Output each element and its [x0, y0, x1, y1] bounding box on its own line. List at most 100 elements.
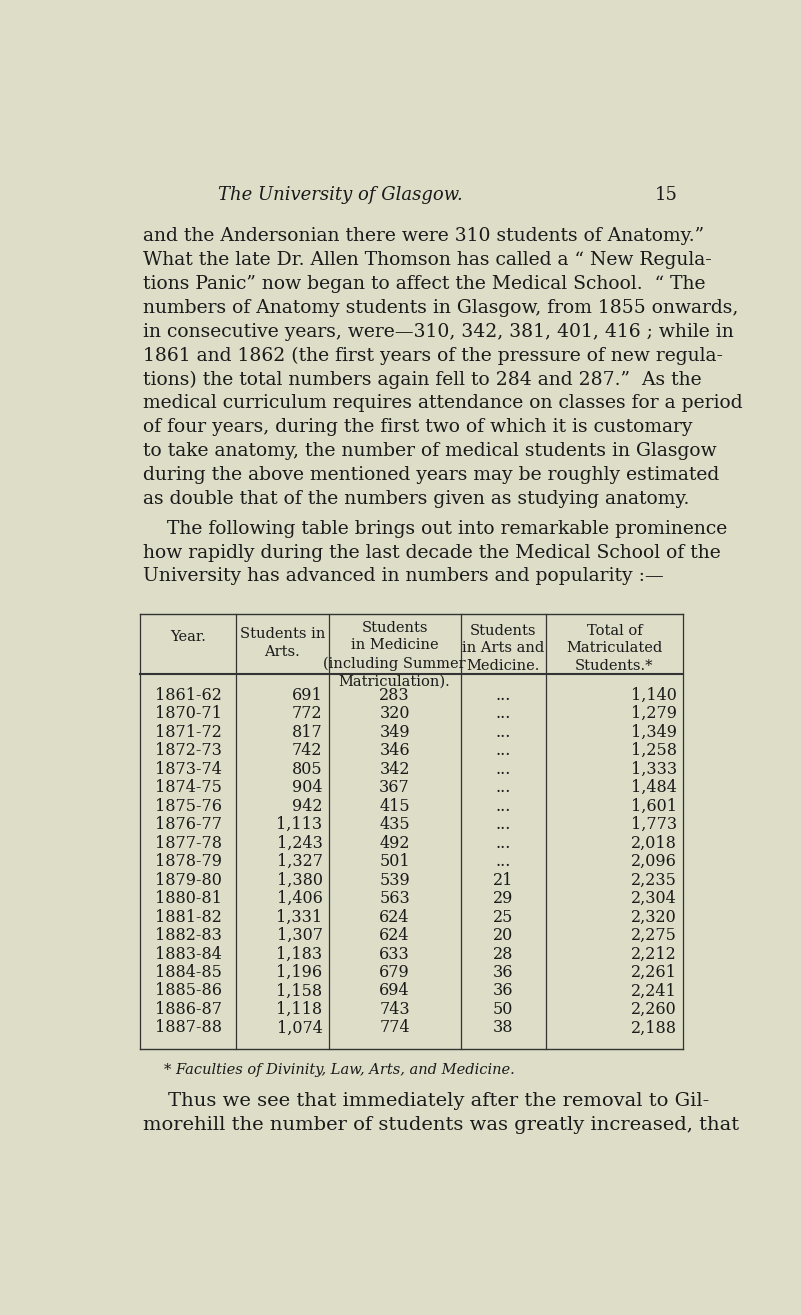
Text: 1881-82: 1881-82 [155, 909, 222, 926]
Text: 2,275: 2,275 [631, 927, 677, 944]
Text: 1861-62: 1861-62 [155, 686, 222, 704]
Text: 1874-75: 1874-75 [155, 780, 222, 796]
Text: Students in
Arts.: Students in Arts. [239, 627, 325, 659]
Text: 743: 743 [380, 1001, 410, 1018]
Text: ...: ... [496, 686, 511, 704]
Text: 1887-88: 1887-88 [155, 1019, 222, 1036]
Text: Year.: Year. [170, 630, 206, 644]
Text: ...: ... [496, 742, 511, 759]
Text: 633: 633 [379, 945, 410, 963]
Text: 2,320: 2,320 [631, 909, 677, 926]
Text: 1870-71: 1870-71 [155, 705, 222, 722]
Text: 320: 320 [380, 705, 410, 722]
Text: 2,235: 2,235 [631, 872, 677, 889]
Text: 20: 20 [493, 927, 513, 944]
Text: Students
in Medicine
(including Summer
Matriculation).: Students in Medicine (including Summer M… [324, 621, 466, 689]
Text: 1875-76: 1875-76 [155, 798, 222, 815]
Text: 1,484: 1,484 [631, 780, 677, 796]
Text: 349: 349 [380, 723, 410, 740]
Text: 492: 492 [380, 835, 410, 852]
Text: ...: ... [496, 760, 511, 777]
Text: and the Andersonian there were 310 students of Anatomy.”: and the Andersonian there were 310 stude… [143, 227, 704, 245]
Text: 501: 501 [380, 853, 410, 871]
Text: ...: ... [496, 817, 511, 834]
Text: University has advanced in numbers and popularity :—: University has advanced in numbers and p… [143, 568, 663, 585]
Text: Total of
Matriculated
Students.*: Total of Matriculated Students.* [566, 623, 662, 673]
Text: 563: 563 [379, 890, 410, 907]
Text: 36: 36 [493, 964, 513, 981]
Text: 805: 805 [292, 760, 323, 777]
Text: 1878-79: 1878-79 [155, 853, 222, 871]
Text: 1,158: 1,158 [276, 982, 323, 999]
Text: 1,331: 1,331 [276, 909, 323, 926]
Text: 942: 942 [292, 798, 323, 815]
Text: 1884-85: 1884-85 [155, 964, 222, 981]
Text: medical curriculum requires attendance on classes for a period: medical curriculum requires attendance o… [143, 394, 743, 412]
Text: morehill the number of students was greatly increased, that: morehill the number of students was grea… [143, 1116, 739, 1135]
Text: 435: 435 [380, 817, 410, 834]
Text: 29: 29 [493, 890, 513, 907]
Text: 1879-80: 1879-80 [155, 872, 222, 889]
Text: 1,243: 1,243 [276, 835, 323, 852]
Text: 1,380: 1,380 [276, 872, 323, 889]
Text: * Faculties of Divinity, Law, Arts, and Medicine.: * Faculties of Divinity, Law, Arts, and … [163, 1063, 514, 1077]
Text: 2,212: 2,212 [631, 945, 677, 963]
Text: 1873-74: 1873-74 [155, 760, 222, 777]
Text: 2,188: 2,188 [630, 1019, 677, 1036]
Text: 28: 28 [493, 945, 513, 963]
Text: 1872-73: 1872-73 [155, 742, 222, 759]
Text: ...: ... [496, 705, 511, 722]
Text: 1,333: 1,333 [630, 760, 677, 777]
Text: ...: ... [496, 723, 511, 740]
Text: 1,307: 1,307 [276, 927, 323, 944]
Text: 742: 742 [292, 742, 323, 759]
Text: 283: 283 [380, 686, 410, 704]
Text: 1885-86: 1885-86 [155, 982, 222, 999]
Text: The following table brings out into remarkable prominence: The following table brings out into rema… [143, 519, 727, 538]
Text: 367: 367 [379, 780, 410, 796]
Text: 2,304: 2,304 [631, 890, 677, 907]
Text: 1876-77: 1876-77 [155, 817, 222, 834]
Text: 1,113: 1,113 [276, 817, 323, 834]
Text: 1,327: 1,327 [276, 853, 323, 871]
Text: 1882-83: 1882-83 [155, 927, 222, 944]
Text: The University of Glasgow.: The University of Glasgow. [218, 185, 463, 204]
Text: 1877-78: 1877-78 [155, 835, 222, 852]
Text: 1871-72: 1871-72 [155, 723, 222, 740]
Text: 2,096: 2,096 [631, 853, 677, 871]
Text: 50: 50 [493, 1001, 513, 1018]
Text: 1,074: 1,074 [276, 1019, 323, 1036]
Text: 679: 679 [379, 964, 410, 981]
Text: What the late Dr. Allen Thomson has called a “ New Regula-: What the late Dr. Allen Thomson has call… [143, 251, 711, 270]
Text: 1,279: 1,279 [630, 705, 677, 722]
Text: how rapidly during the last decade the Medical School of the: how rapidly during the last decade the M… [143, 543, 721, 562]
Text: 772: 772 [292, 705, 323, 722]
Text: 36: 36 [493, 982, 513, 999]
Text: ...: ... [496, 780, 511, 796]
Text: 539: 539 [379, 872, 410, 889]
Text: 1,196: 1,196 [276, 964, 323, 981]
Text: 1,406: 1,406 [276, 890, 323, 907]
Text: 691: 691 [292, 686, 323, 704]
Text: tions Panic” now began to affect the Medical School.  “ The: tions Panic” now began to affect the Med… [143, 275, 705, 293]
Text: 38: 38 [493, 1019, 513, 1036]
Text: to take anatomy, the number of medical students in Glasgow: to take anatomy, the number of medical s… [143, 442, 716, 460]
Text: 1,258: 1,258 [630, 742, 677, 759]
Text: 1,773: 1,773 [630, 817, 677, 834]
Text: of four years, during the first two of which it is customary: of four years, during the first two of w… [143, 418, 692, 437]
Text: 1886-87: 1886-87 [155, 1001, 222, 1018]
Text: 1,183: 1,183 [276, 945, 323, 963]
Text: numbers of Anatomy students in Glasgow, from 1855 onwards,: numbers of Anatomy students in Glasgow, … [143, 299, 739, 317]
Text: 1,601: 1,601 [630, 798, 677, 815]
Text: 774: 774 [380, 1019, 410, 1036]
Text: ...: ... [496, 798, 511, 815]
Text: in consecutive years, were—310, 342, 381, 401, 416 ; while in: in consecutive years, were—310, 342, 381… [143, 322, 734, 341]
Text: 624: 624 [380, 909, 410, 926]
Text: 1,349: 1,349 [630, 723, 677, 740]
Text: during the above mentioned years may be roughly estimated: during the above mentioned years may be … [143, 466, 719, 484]
Text: tions) the total numbers again fell to 284 and 287.”  As the: tions) the total numbers again fell to 2… [143, 371, 702, 388]
Text: 904: 904 [292, 780, 323, 796]
Text: 342: 342 [380, 760, 410, 777]
Text: 2,260: 2,260 [631, 1001, 677, 1018]
Text: 2,241: 2,241 [631, 982, 677, 999]
